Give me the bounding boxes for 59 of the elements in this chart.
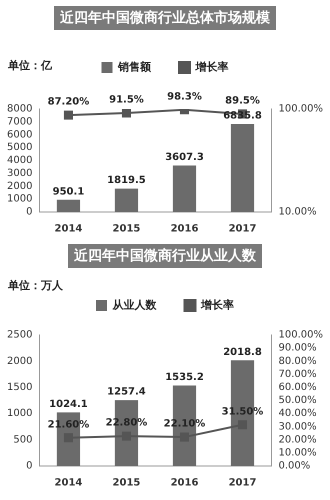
y-tick-label: 1000 <box>6 408 32 420</box>
y2-tick-label: 100.00% <box>278 330 324 341</box>
y2-tick-label: 70.00% <box>278 368 317 380</box>
legend-label: 增长率 <box>194 60 228 74</box>
y-tick-label: 2000 <box>6 180 32 192</box>
y2-tick-label: 30.00% <box>278 421 317 432</box>
y-tick-label: 500 <box>13 434 32 446</box>
y-tick-label: 6000 <box>6 129 32 140</box>
y2-tick-label: 80.00% <box>278 356 317 367</box>
y-tick-label: 0 <box>26 206 32 218</box>
data-label: 89.5% <box>225 96 260 107</box>
legend-label: 销售额 <box>117 60 152 74</box>
data-label: 1819.5 <box>107 175 146 186</box>
chart-title: 近四年中国微商行业从业人数 <box>68 244 262 268</box>
y-tick-label: 1000 <box>6 194 32 205</box>
legend-label: 增长率 <box>200 298 234 312</box>
y2-tick-label: 10.00% <box>278 447 317 458</box>
x-tick-label: 2014 <box>54 478 82 489</box>
x-tick-label: 2016 <box>170 478 198 489</box>
y-tick-label: 2500 <box>6 330 32 341</box>
y2-tick-label: 50.00% <box>278 395 317 406</box>
y-tick-label: 4000 <box>6 155 32 166</box>
data-label: 91.5% <box>109 94 144 106</box>
y2-tick-label: 90.00% <box>278 342 317 354</box>
bar <box>56 200 80 212</box>
x-tick-label: 2016 <box>170 224 198 235</box>
y2-tick-label: 40.00% <box>278 408 317 420</box>
y-tick-label: 0 <box>26 460 32 472</box>
data-label: 3607.3 <box>165 152 204 164</box>
chart-title: 近四年中国微商行业总体市场规模 <box>54 6 276 30</box>
data-label: 950.1 <box>52 186 84 198</box>
data-label: 87.20% <box>48 96 90 108</box>
y2-tick-label: 100.00% <box>278 104 324 115</box>
data-label: 1257.4 <box>107 386 146 398</box>
y-axis-title: 单位：万人 <box>8 278 63 293</box>
y-tick-label: 2000 <box>6 356 32 367</box>
y-tick-label: 3000 <box>6 168 32 179</box>
y2-tick-label: 20.00% <box>278 434 317 446</box>
data-label: 2018.8 <box>223 346 262 358</box>
y2-tick-label: 10.00% <box>278 206 317 218</box>
y2-tick-label: 0.00% <box>278 460 310 472</box>
bar <box>114 188 138 212</box>
legend-label: 从业人数 <box>112 298 158 312</box>
x-tick-label: 2014 <box>54 224 82 235</box>
y-tick-label: 1500 <box>6 382 32 393</box>
data-label: 1024.1 <box>49 398 88 410</box>
x-tick-label: 2015 <box>112 224 140 235</box>
y-tick-label: 7000 <box>6 116 32 128</box>
data-label: 1535.2 <box>165 372 204 384</box>
y2-tick-label: 60.00% <box>278 382 317 393</box>
x-tick-label: 2015 <box>112 478 140 489</box>
y-axis-title: 单位：亿 <box>8 58 52 73</box>
bar <box>230 124 254 212</box>
x-tick-label: 2017 <box>228 478 256 489</box>
y-tick-label: 8000 <box>6 104 32 115</box>
y-tick-label: 5000 <box>6 142 32 154</box>
data-label: 98.3% <box>167 91 202 102</box>
x-tick-label: 2017 <box>228 224 256 235</box>
bar <box>172 166 196 212</box>
